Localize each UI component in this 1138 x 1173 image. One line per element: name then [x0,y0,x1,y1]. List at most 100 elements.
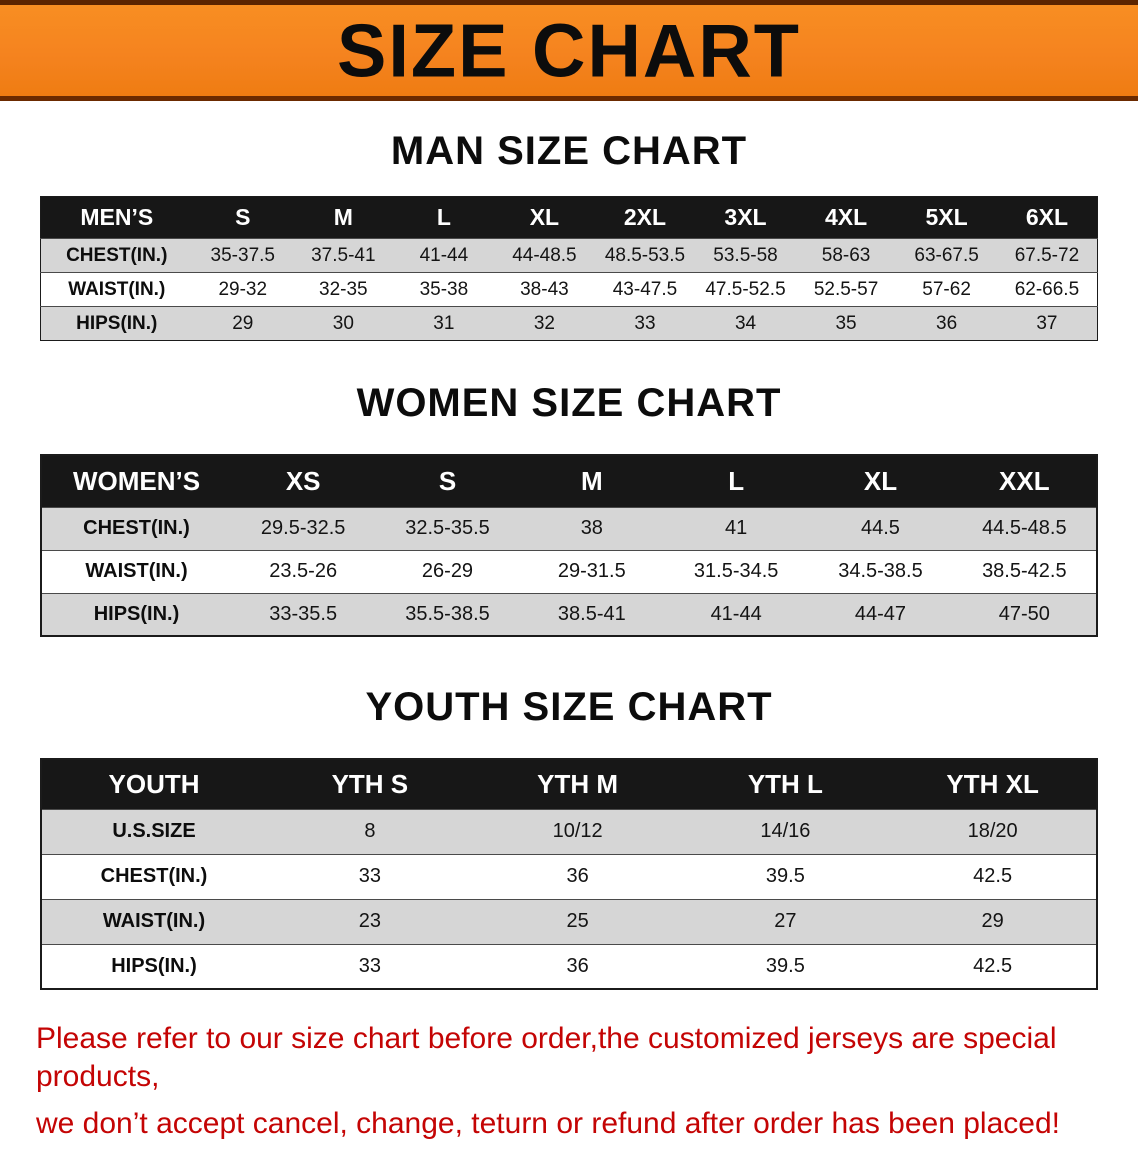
table-corner-label: MEN’S [40,196,193,239]
size-column-header: L [393,196,495,239]
measurement-row: WAIST(IN.) 29-32 32-35 35-38 38-43 43-47.5 47.… [40,272,1098,307]
measurement-row: CHEST(IN.) 35-37.5 37.5-41 41-44 44-48.5 48.5… [40,238,1098,273]
size-value-cell: 31 [433,312,455,334]
size-value-cell: 47.5-52.5 [705,278,786,300]
measurement-row: WAIST(IN.) 23 25 27 29 [41,899,1097,944]
size-value-cell: 29.5-32.5 [260,517,346,539]
size-value-cell: 37 [1036,312,1058,334]
table-header-row: WOMEN’S XS S M L XL XXL [41,455,1097,507]
measurement-row-label: CHEST(IN.) [100,865,208,887]
size-column-header: 3XL [695,196,796,239]
note-line-1: Please refer to our size chart before or… [36,1022,1057,1093]
size-value-cell: 29-32 [218,278,268,300]
youth-size-table: YOUTH YTH S YTH M YTH L YTH XL U.S.SIZE 8 10/12… [40,758,1098,990]
size-value-cell: 38-43 [520,278,569,300]
size-value-cell: 57-62 [922,278,971,300]
size-value-cell: 33-35.5 [269,602,338,625]
size-value-cell: 34.5-38.5 [838,560,923,582]
section-men: MAN SIZE CHART MEN’S S M L XL 2XL 3XL 4XL 5XL 6XL… [0,129,1138,341]
size-value-cell: 23.5-26 [269,560,338,582]
size-value-cell: 27 [774,910,797,932]
size-column-header: 2XL [594,196,696,239]
size-value-cell: 52.5-57 [813,278,879,300]
size-value-cell: 35.5-38.5 [405,602,490,625]
measurement-row: HIPS(IN.) 29 30 31 32 33 34 35 36 37 [40,306,1098,341]
size-column-header: YTH M [473,759,682,809]
size-value-cell: 44.5 [861,517,900,539]
size-value-cell: 41 [725,517,748,539]
size-value-cell: 38.5-41 [557,602,626,625]
size-column-header: 4XL [795,196,897,239]
size-value-cell: 26-29 [421,560,474,582]
size-value-cell: 43-47.5 [612,278,678,300]
size-value-cell: 32.5-35.5 [405,517,490,539]
measurement-row-label: HIPS(IN.) [111,954,197,977]
size-column-header: XXL [952,455,1097,507]
measurement-row: WAIST(IN.) 23.5-26 26-29 29-31.5 31.5-34.5 34… [41,550,1097,593]
women-size-table: WOMEN’S XS S M L XL XXL CHEST(IN.) 29.5-32.5 32.5… [40,454,1098,637]
measurement-row: CHEST(IN.) 29.5-32.5 32.5-35.5 38 41 44.5 44.5… [41,507,1097,550]
size-column-header: M [519,455,664,507]
size-column-header: XL [494,196,595,239]
measurement-row-label: CHEST(IN.) [83,517,190,539]
measurement-row: U.S.SIZE 8 10/12 14/16 18/20 [41,809,1097,854]
size-value-cell: 35-38 [419,278,469,300]
measurement-row-label: WAIST(IN.) [102,910,206,932]
size-value-cell: 34 [734,312,757,334]
measurement-row-label: HIPS(IN.) [93,602,180,625]
size-value-cell: 36 [566,865,589,887]
size-column-header: XS [231,455,376,507]
size-value-cell: 41-44 [419,244,469,266]
size-value-cell: 47-50 [998,602,1050,625]
size-value-cell: 42.5 [973,954,1013,977]
size-value-cell: 48.5-53.5 [604,244,686,266]
measurement-row-label: WAIST(IN.) [85,560,188,582]
banner: SIZE CHART [0,0,1138,101]
measurement-row: CHEST(IN.) 33 36 39.5 42.5 [41,854,1097,899]
size-column-header: S [192,196,294,239]
size-value-cell: 37.5-41 [311,244,376,266]
size-value-cell: 44-47 [854,602,907,625]
measurement-row: HIPS(IN.) 33-35.5 35.5-38.5 38.5-41 41-44 44-… [41,593,1097,636]
size-column-header: S [375,455,520,507]
size-column-header: YTH L [681,759,890,809]
note-line-2: we don’t accept cancel, change, teturn o… [36,1107,1060,1140]
size-column-header: YTH XL [889,759,1097,809]
size-value-cell: 29-31.5 [557,560,626,582]
measurement-row-label: HIPS(IN.) [76,312,158,334]
measurement-row-label: WAIST(IN.) [68,278,166,300]
size-value-cell: 39.5 [765,954,805,977]
size-column-header: 6XL [996,196,1098,239]
size-value-cell: 33 [358,954,381,977]
size-value-cell: 33 [634,312,656,334]
size-value-cell: 38.5-42.5 [982,560,1067,582]
table-header-row: YOUTH YTH S YTH M YTH L YTH XL [41,759,1097,809]
size-value-cell: 67.5-72 [1014,244,1080,266]
size-value-cell: 29 [981,910,1004,932]
size-value-cell: 36 [566,954,589,977]
size-value-cell: 35-37.5 [210,244,275,266]
page-title: SIZE CHART [337,7,801,93]
measurement-row-label: CHEST(IN.) [66,244,168,266]
size-value-cell: 30 [332,312,354,334]
section-youth: YOUTH SIZE CHART YOUTH YTH S YTH M YTH L YTH… [0,685,1138,990]
size-value-cell: 35 [835,312,857,334]
size-value-cell: 53.5-58 [713,244,778,266]
size-value-cell: 38 [580,517,603,539]
size-value-cell: 39.5 [765,865,805,887]
size-value-cell: 44-48.5 [512,244,577,266]
size-column-header: YTH S [266,759,474,809]
size-value-cell: 10/12 [552,820,603,842]
size-value-cell: 29 [232,312,254,334]
size-value-cell: 32 [533,312,555,334]
size-value-cell: 18/20 [967,820,1018,842]
size-column-header: XL [808,455,953,507]
size-column-header: M [293,196,394,239]
size-column-header: L [663,455,809,507]
section-women: WOMEN SIZE CHART WOMEN’S XS S M L XL XXL CHEST(… [0,381,1138,637]
size-value-cell: 32-35 [319,278,368,300]
size-value-cell: 58-63 [821,244,871,266]
table-corner-label: YOUTH [41,759,266,809]
size-column-header: 5XL [896,196,997,239]
